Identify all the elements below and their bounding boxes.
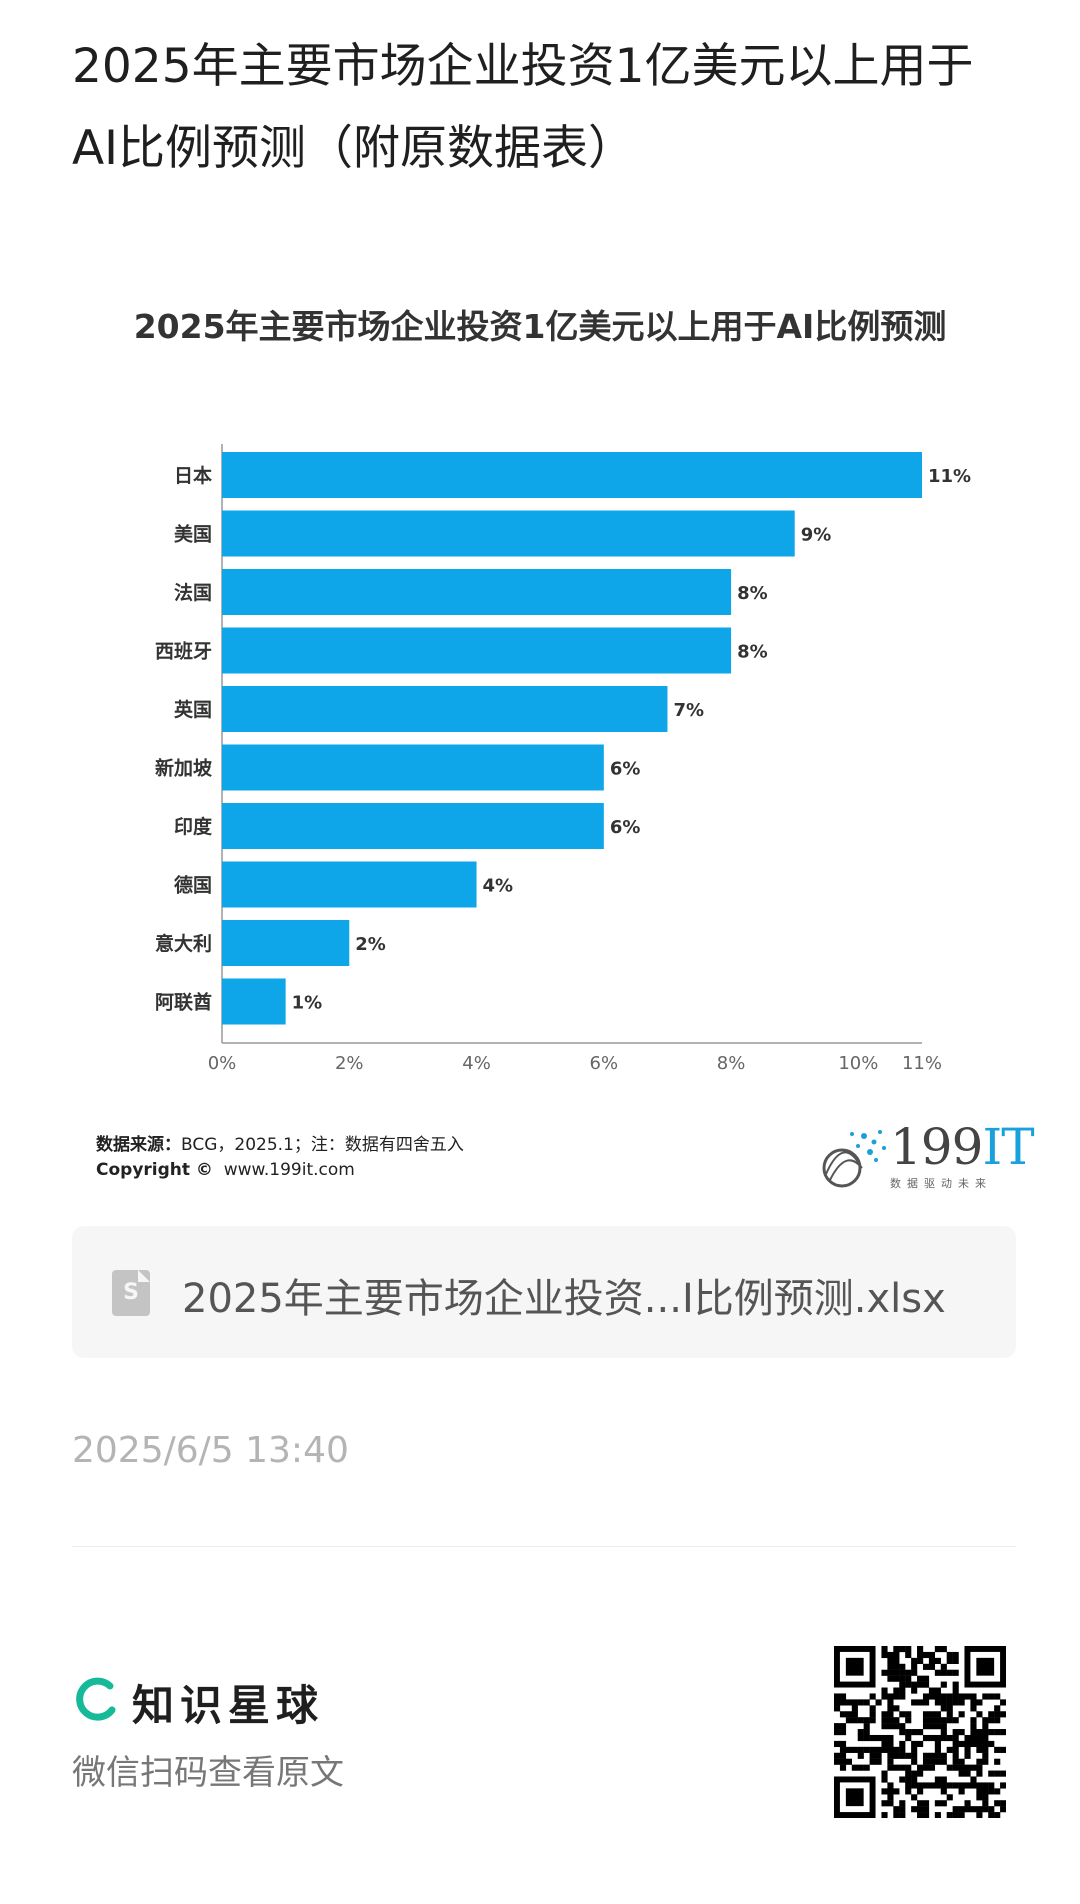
category-label: 新加坡 xyxy=(155,757,213,780)
brand-slogan: 数据驱动未来 xyxy=(890,1177,992,1190)
data-label: 2% xyxy=(355,934,386,955)
data-label: 9% xyxy=(801,525,832,546)
bar-9 xyxy=(222,978,286,1025)
chart-source: 数据来源：BCG，2025.1；注：数据有四舍五入 xyxy=(96,1130,464,1155)
x-tick-label: 6% xyxy=(590,1053,619,1070)
scan-hint: 微信扫码查看原文 xyxy=(72,1753,344,1793)
qr-code[interactable] xyxy=(834,1646,1006,1818)
file-icon-letter: S xyxy=(123,1280,139,1305)
bar-8 xyxy=(222,920,350,966)
chart-title: 2025年主要市场企业投资1亿美元以上用于AI比例预测 xyxy=(133,307,947,346)
chart-copyright: Copyright © www.199it.com xyxy=(96,1160,355,1180)
file-name: 2025年主要市场企业投资...I比例预测.xlsx xyxy=(182,1276,946,1322)
category-label: 法国 xyxy=(174,581,212,604)
data-label: 1% xyxy=(292,993,323,1014)
source-text: BCG，2025.1；注：数据有四舍五入 xyxy=(181,1135,464,1155)
x-tick-label: 0% xyxy=(208,1053,237,1070)
bar-3 xyxy=(222,627,732,674)
data-label: 8% xyxy=(737,642,768,663)
x-tick-label: 8% xyxy=(717,1053,746,1070)
x-tick-label: 11% xyxy=(902,1053,942,1070)
bar-1 xyxy=(222,510,795,557)
category-label: 意大利 xyxy=(155,932,212,955)
post-timestamp: 2025/6/5 13:40 xyxy=(72,1430,349,1471)
category-label: 美国 xyxy=(174,523,212,546)
source-label: 数据来源： xyxy=(96,1135,181,1155)
category-label: 西班牙 xyxy=(155,640,212,663)
category-label: 印度 xyxy=(174,815,213,838)
category-label: 英国 xyxy=(174,698,212,721)
divider xyxy=(72,1546,1016,1547)
x-tick-label: 10% xyxy=(838,1053,878,1070)
bar-5 xyxy=(222,744,604,791)
bar-6 xyxy=(222,803,604,849)
planet-name: 知识星球 xyxy=(132,1681,325,1730)
category-label: 日本 xyxy=(174,464,212,487)
data-label: 6% xyxy=(610,759,641,780)
brand-name: 199IT xyxy=(890,1118,1035,1176)
copyright-label: Copyright © xyxy=(96,1160,213,1180)
data-label: 6% xyxy=(610,817,641,838)
data-label: 4% xyxy=(483,876,514,897)
planet-logo-icon xyxy=(76,1677,116,1721)
category-label: 阿联酋 xyxy=(155,991,212,1014)
bar-4 xyxy=(222,686,668,732)
data-label: 11% xyxy=(928,466,971,487)
category-label: 德国 xyxy=(174,874,212,897)
x-tick-label: 4% xyxy=(462,1053,491,1070)
post-title: 2025年主要市场企业投资1亿美元以上用于AI比例预测（附原数据表） xyxy=(72,39,974,176)
attachment-file-card[interactable]: S 2025年主要市场企业投资...I比例预测.xlsx xyxy=(72,1226,1016,1358)
copyright-text: www.199it.com xyxy=(223,1160,355,1180)
brand-name-it: IT xyxy=(982,1118,1034,1176)
bar-chart: 日本 11% 美国 9% 法国 8% 西班牙 8% 英国 7% 新加坡 6% 印度 6% 德国 4% 意大利 2%… xyxy=(155,444,971,1070)
data-label: 8% xyxy=(737,583,768,604)
data-label: 7% xyxy=(673,700,704,721)
spreadsheet-file-icon: S xyxy=(112,1270,150,1316)
x-tick-label: 2% xyxy=(335,1053,364,1070)
brand-logo-icon xyxy=(822,1130,886,1188)
brand-name-num: 199 xyxy=(890,1118,983,1176)
bar-0 xyxy=(222,452,922,498)
bar-2 xyxy=(222,569,732,615)
bar-7 xyxy=(222,861,477,908)
